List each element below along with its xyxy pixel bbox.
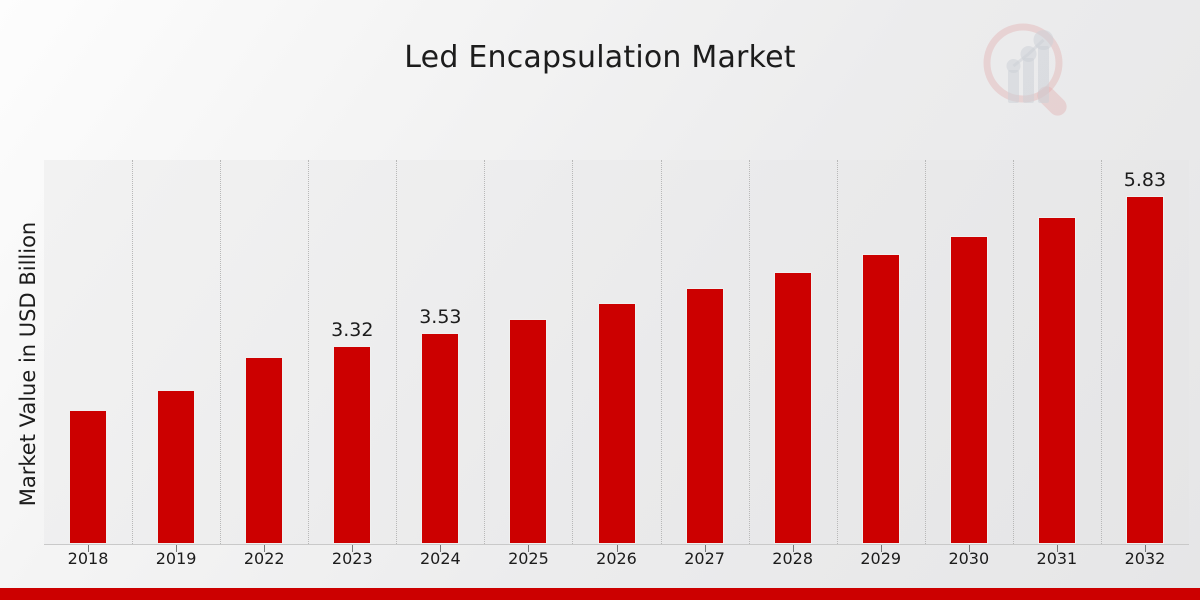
gridline [1012,160,1014,544]
bar [69,159,108,544]
bar-rect [1037,216,1076,544]
footer-accent-band [0,588,1200,600]
gridline [308,160,310,544]
gridline [484,160,486,544]
x-axis-label: 2019 [155,549,197,568]
gridline [572,160,574,544]
gridline [660,160,662,544]
plot-area: 3.32 3.53 5.83 [44,159,1189,552]
bar [245,159,284,544]
bar [509,159,548,544]
x-axis-label: 2024 [419,549,461,568]
bar [421,159,460,544]
bar-rect [509,318,548,544]
x-axis-label: 2022 [243,549,285,568]
bar-value-label: 5.83 [1123,169,1167,192]
page-title: Led Encapsulation Market [404,40,796,75]
gridline [836,160,838,544]
x-axis-tick [176,545,178,552]
y-axis-title: Market Value in USD Billion [16,221,40,507]
gridline [396,160,398,544]
bar-rect [157,390,196,544]
x-axis-label: 2026 [596,549,637,568]
x-axis-label: 2032 [1124,549,1166,568]
bar [333,159,372,544]
bar [597,159,636,544]
gridline [924,160,926,544]
x-axis-tick [704,545,706,552]
bar-rect [245,357,284,544]
bar [685,159,724,544]
x-axis-tick [352,545,354,552]
bar [1125,159,1164,544]
x-axis-tick [1056,545,1058,552]
x-axis-label: 2028 [772,549,813,568]
bar [1037,159,1076,544]
x-axis-tick [792,545,794,552]
x-axis-tick [616,545,618,552]
x-axis-label: 2027 [684,549,725,568]
bar [949,159,988,544]
bar-rect [69,409,108,544]
gridline [220,160,222,544]
bar-rect [949,236,988,544]
bar-rect [685,287,724,544]
x-axis-label: 2029 [860,549,902,568]
x-axis-tick [88,545,90,552]
x-axis-tick [440,545,442,552]
x-axis-tick [880,545,882,552]
x-axis-label: 2025 [508,549,549,568]
bar-rect [861,253,900,544]
bar-rect [597,302,636,544]
x-axis-label: 2018 [67,549,109,568]
magnifier-bar-chart-logo-icon [975,18,1085,123]
bar-rect [333,345,372,544]
x-axis-tick [968,545,970,552]
bar-value-label: 3.32 [331,318,374,341]
gridline [132,160,134,544]
bar-rect [1125,196,1164,544]
bar [157,159,196,544]
bar-rect [421,333,460,544]
gridline [748,160,750,544]
bar-value-label: 3.53 [419,306,462,329]
bar [773,159,812,544]
x-axis-tick [1144,545,1146,552]
x-axis-label: 2023 [331,549,373,568]
bar-rect [773,271,812,544]
x-axis-tick [528,545,530,552]
x-axis-tick [264,545,266,552]
bar [861,159,900,544]
gridline [1100,160,1102,544]
x-axis-label: 2030 [948,549,990,568]
x-axis-label: 2031 [1036,549,1078,568]
